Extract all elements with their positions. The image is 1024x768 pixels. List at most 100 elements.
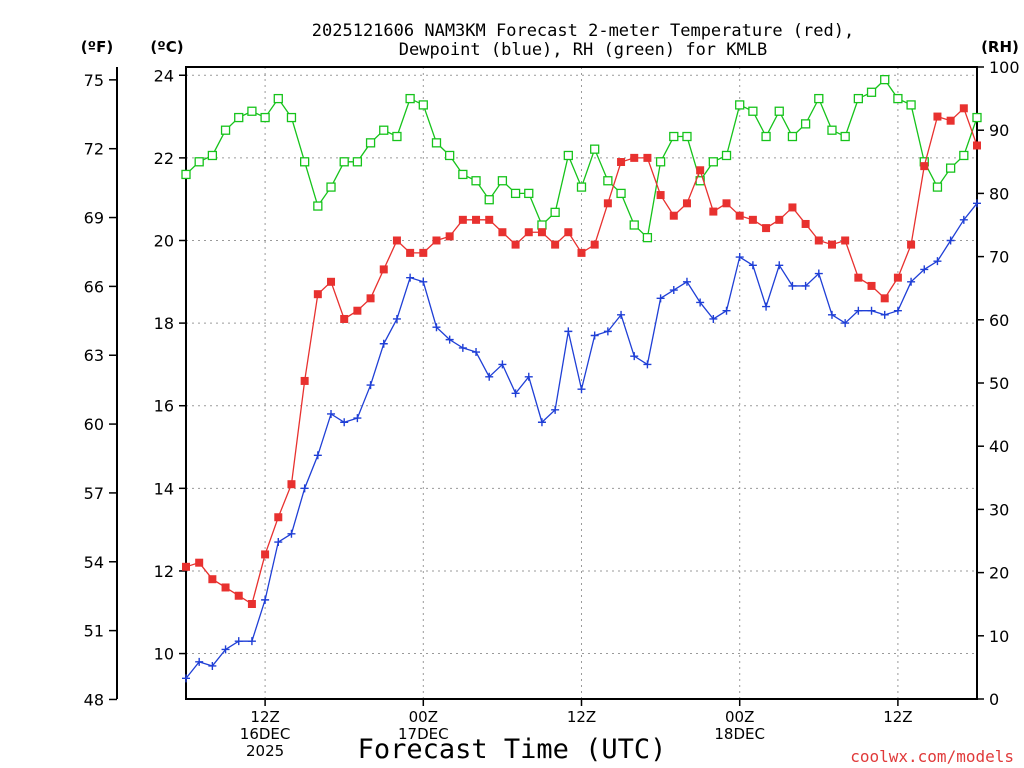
temperature-point xyxy=(973,141,981,150)
temperature-point xyxy=(696,166,705,175)
rh-point xyxy=(379,125,389,135)
rh-tick-label: 80 xyxy=(989,184,1009,203)
rh-point xyxy=(814,93,824,104)
rh-tick-label: 0 xyxy=(989,690,999,709)
dewpoint-point xyxy=(880,310,889,319)
dewpoint-point xyxy=(221,645,230,654)
rh-point xyxy=(458,169,468,180)
rh-point xyxy=(576,182,587,192)
fahrenheit-tick-label: 63 xyxy=(84,346,104,365)
rh-point xyxy=(827,125,837,135)
dewpoint-point xyxy=(564,327,573,336)
celsius-tick-label: 16 xyxy=(154,397,174,416)
dewpoint-point xyxy=(313,451,322,460)
dewpoint-point xyxy=(287,529,296,538)
dewpoint-point xyxy=(300,484,309,493)
dewpoint-point xyxy=(801,281,810,290)
temperature-point xyxy=(485,215,494,224)
celsius-tick-label: 10 xyxy=(154,645,174,664)
temperature-point xyxy=(366,294,375,303)
rh-point xyxy=(590,144,600,154)
rh-point xyxy=(365,138,376,148)
temperature-point xyxy=(656,191,665,200)
rh-point xyxy=(563,150,573,161)
rh-point xyxy=(247,106,257,116)
rh-tick-label: 50 xyxy=(989,374,1009,393)
dewpoint-point xyxy=(867,306,876,315)
x-tick-label: 00Z xyxy=(725,708,754,726)
rh-point xyxy=(866,87,877,97)
fahrenheit-tick-label: 75 xyxy=(84,71,104,90)
temperature-point xyxy=(867,281,876,290)
temperature-point xyxy=(247,599,256,608)
temperature-point xyxy=(313,290,322,299)
temperature-point xyxy=(669,211,678,220)
rh-point xyxy=(669,131,679,142)
dewpoint-point xyxy=(946,236,955,245)
dewpoint-point xyxy=(472,348,481,357)
x-tick-label: 17DEC xyxy=(398,725,449,743)
dewpoint-point xyxy=(524,372,533,381)
temperature-point xyxy=(234,591,243,600)
rh-point xyxy=(510,188,521,199)
fahrenheit-tick-label: 60 xyxy=(84,415,104,434)
rh-tick-label: 100 xyxy=(989,58,1020,77)
dewpoint-point xyxy=(669,286,678,295)
rh-point xyxy=(550,207,560,218)
dewpoint-point xyxy=(182,674,190,683)
rh-tick-label: 20 xyxy=(989,564,1009,583)
rh-point xyxy=(603,176,613,186)
celsius-tick-label: 24 xyxy=(154,66,174,85)
temperature-point xyxy=(801,219,810,228)
fahrenheit-tick-label: 69 xyxy=(84,209,104,228)
dewpoint-point xyxy=(907,277,916,286)
rh-point xyxy=(445,150,455,161)
rh-point xyxy=(313,201,323,211)
x-tick-label: 12Z xyxy=(883,708,912,726)
tick-labels: 10 12 14 16 18 20 22 24 48 51 54 57 60 63 66 69 72 75 0 10 2… xyxy=(84,58,1020,760)
temperature-point xyxy=(524,228,533,237)
rh-point xyxy=(537,220,547,230)
fahrenheit-tick-label: 72 xyxy=(84,140,104,159)
rh-point xyxy=(721,150,732,161)
fahrenheit-tick-label: 48 xyxy=(84,690,104,709)
rh-point xyxy=(524,188,534,199)
temperature-point xyxy=(946,116,955,125)
rh-point xyxy=(194,157,204,167)
rh-point xyxy=(787,131,798,142)
temperature-point xyxy=(735,211,744,220)
rh-point xyxy=(181,169,191,180)
fahrenheit-tick-label: 57 xyxy=(84,484,104,503)
rh-point xyxy=(682,131,692,142)
rh-point xyxy=(906,100,916,110)
temperature-point xyxy=(537,228,546,237)
x-tick-label: 2025 xyxy=(246,742,284,760)
rh-tick-label: 60 xyxy=(989,311,1009,330)
temperature-point xyxy=(353,306,362,315)
dewpoint-point xyxy=(682,277,691,286)
temperature-point xyxy=(827,240,836,249)
x-tick-label: 12Z xyxy=(250,708,279,726)
dewpoint-point xyxy=(327,409,336,418)
rh-point xyxy=(880,74,890,85)
temperature-point xyxy=(458,215,467,224)
rh-point xyxy=(761,131,771,142)
celsius-tick-label: 22 xyxy=(154,149,174,168)
rh-point xyxy=(708,157,718,167)
dewpoint-point xyxy=(933,257,942,266)
temperature-point xyxy=(327,277,336,286)
rh-point xyxy=(748,106,758,116)
rh-point xyxy=(629,220,639,230)
dewpoint-point xyxy=(643,360,652,369)
dewpoint-point xyxy=(234,637,243,646)
temperature-point xyxy=(907,240,916,249)
rh-point xyxy=(484,195,494,205)
rh-point xyxy=(352,157,363,167)
rh-point xyxy=(299,157,310,167)
dewpoint-point xyxy=(458,343,467,352)
temperature-point xyxy=(920,162,929,171)
temperature-point xyxy=(564,228,573,237)
chart-title-line1: 2025121606 NAM3KM Forecast 2-meter Tempe… xyxy=(312,21,854,41)
rh-point xyxy=(471,176,481,186)
dewpoint-point xyxy=(775,261,784,270)
